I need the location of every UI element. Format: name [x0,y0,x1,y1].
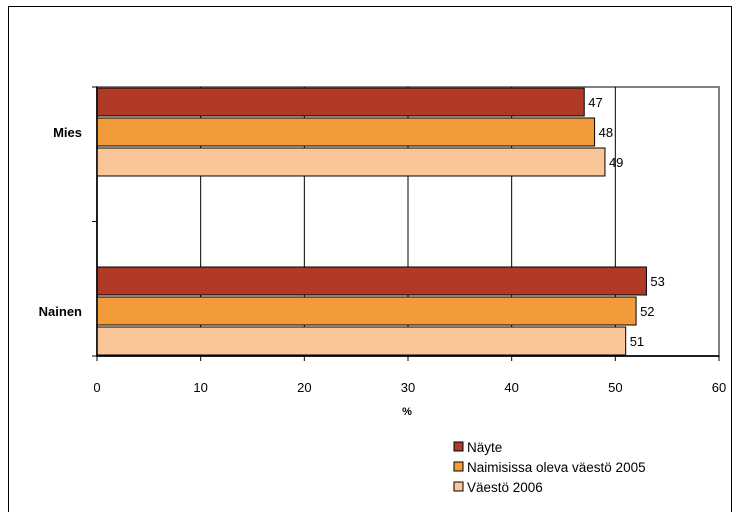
x-axis-label: % [402,406,412,418]
chart-frame [8,6,732,512]
x-tick-label: 60 [712,380,726,395]
legend-swatch [453,481,464,492]
labels: 47 48 49 Mies 53 52 51 Nainen 0 10 20 30 40 50 60 [39,95,727,395]
data-label: 47 [588,95,602,110]
bar [96,87,585,117]
data-label: 48 [599,125,613,140]
x-tick-label: 40 [504,380,518,395]
bar [96,326,627,356]
data-label: 53 [650,274,664,289]
legend: Näyte Naimisissa oleva väestö 2005 Väestö … [453,440,646,495]
bars [96,87,647,356]
data-label: 49 [609,155,623,170]
bar [96,117,596,147]
data-label: 51 [630,334,644,349]
x-tick-label: 10 [193,380,207,395]
x-tick-label: 30 [401,380,415,395]
bar [96,147,606,177]
legend-label: Väestö 2006 [467,480,543,495]
legend-label: Näyte [467,440,502,455]
x-tick-label: 0 [93,380,100,395]
category-label: Mies [53,125,82,140]
data-label: 52 [640,304,654,319]
legend-swatch [453,461,464,472]
x-tick-label: 50 [608,380,622,395]
category-label: Nainen [39,304,82,319]
legend-label: Naimisissa oleva väestö 2005 [467,460,646,475]
x-tick-label: 20 [297,380,311,395]
bar [96,266,647,296]
legend-swatch [453,441,464,452]
axes [92,86,720,361]
bar [96,296,637,326]
